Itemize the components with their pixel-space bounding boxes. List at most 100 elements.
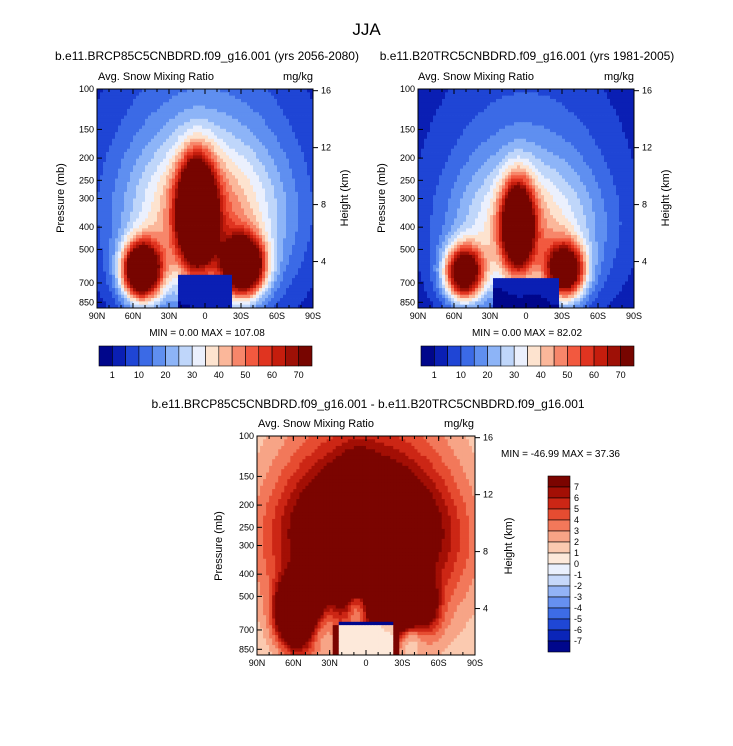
heatmap-cell (187, 205, 191, 209)
heatmap-cell (187, 294, 191, 299)
heatmap-cell (196, 258, 200, 262)
heatmap-cell (256, 301, 260, 306)
heatmap-cell (298, 165, 302, 170)
heatmap-cell (148, 128, 152, 133)
heatmap-cell (130, 225, 134, 229)
heatmap-cell (253, 278, 257, 282)
heatmap-cell (220, 228, 224, 233)
heatmap-cell (157, 145, 161, 150)
heatmap-cell (163, 288, 167, 292)
heatmap-cell (226, 145, 230, 150)
heatmap-cell (229, 92, 233, 97)
heatmap-cell (187, 181, 191, 186)
heatmap-cell (175, 258, 179, 262)
heatmap-cell (277, 148, 281, 153)
heatmap-cell (112, 235, 116, 239)
heatmap-cell (295, 158, 299, 163)
heatmap-cell (100, 108, 104, 113)
heatmap-cell (280, 98, 284, 103)
heatmap-cell (229, 218, 233, 223)
heatmap-cell (133, 218, 137, 223)
heatmap-cell (250, 95, 254, 100)
heatmap-cell (220, 205, 224, 209)
heatmap-cell (106, 288, 110, 292)
heatmap-cell (187, 125, 191, 130)
heatmap-cell (301, 254, 305, 259)
heatmap-cell (166, 294, 170, 299)
heatmap-cell (223, 225, 227, 229)
heatmap-cell (151, 98, 155, 103)
heatmap-cell (238, 112, 242, 116)
heatmap-cell (289, 211, 293, 216)
heatmap-cell (223, 89, 227, 93)
heatmap-cell (199, 188, 203, 193)
heatmap-cell (115, 171, 119, 176)
heatmap-cell (286, 122, 290, 126)
heatmap-cell (160, 181, 164, 186)
heatmap-cell (223, 125, 227, 130)
heatmap-cell (127, 284, 131, 289)
heatmap-cell (97, 105, 101, 110)
heatmap-cell (124, 271, 128, 276)
heatmap-cell (184, 171, 188, 176)
heatmap-cell (97, 205, 101, 209)
x-tick-label: 0 (202, 311, 207, 321)
heatmap-cell (181, 238, 185, 243)
heatmap-cell (193, 281, 197, 286)
heatmap-cell (256, 298, 260, 302)
heatmap-cell (283, 271, 287, 276)
heatmap-cell (163, 298, 167, 302)
heatmap-cell (208, 264, 212, 269)
heatmap-cell (292, 241, 296, 246)
heatmap-cell (277, 191, 281, 196)
heatmap-cell (196, 221, 200, 226)
heatmap-cell (259, 264, 263, 269)
heatmap-cell (118, 138, 122, 143)
heatmap-cell (241, 288, 245, 292)
heatmap-cell (181, 142, 185, 146)
heatmap-cell (178, 271, 182, 276)
colorbar-swatch (178, 345, 193, 367)
heatmap-cell (148, 142, 152, 146)
heatmap-cell (259, 112, 263, 116)
heatmap-cell (253, 258, 257, 262)
heatmap-cell (229, 195, 233, 199)
x-tick-label: 90S (305, 311, 321, 321)
heatmap-cell (250, 231, 254, 236)
heatmap-cell (196, 268, 200, 272)
heatmap-cell (199, 138, 203, 143)
heatmap-cell (253, 198, 257, 203)
heatmap-cell (298, 178, 302, 183)
heatmap-cell (145, 291, 149, 296)
heatmap-cell (136, 278, 140, 282)
heatmap-cell (112, 281, 116, 286)
heatmap-cell (151, 178, 155, 183)
heatmap-cell (292, 195, 296, 199)
heatmap-cell (274, 112, 278, 116)
heatmap-cell (133, 298, 137, 302)
heatmap-cell (250, 138, 254, 143)
heatmap-cell (139, 191, 143, 196)
heatmap-cell (157, 125, 161, 130)
heatmap-cell (232, 294, 236, 299)
heatmap-cell (187, 244, 191, 249)
heatmap-cell (202, 132, 206, 136)
heatmap-cell (214, 254, 218, 259)
heatmap-cell (283, 241, 287, 246)
heatmap-cell (151, 264, 155, 269)
heatmap-cell (232, 145, 236, 150)
heatmap-cell (100, 162, 104, 166)
heatmap-cell (286, 165, 290, 170)
heatmap-cell (190, 278, 194, 282)
heatmap-cell (235, 171, 239, 176)
heatmap-cell (274, 185, 278, 189)
heatmap-cell (271, 118, 275, 123)
panel-1-title: b.e11.BRCP85C5CNBDRD.f09_g16.001 (yrs 20… (55, 49, 359, 63)
heatmap-cell (247, 201, 251, 206)
heatmap-cell (133, 225, 137, 229)
heatmap-cell (139, 132, 143, 136)
heatmap-cell (298, 271, 302, 276)
heatmap-cell (223, 198, 227, 203)
heatmap-cell (256, 158, 260, 163)
